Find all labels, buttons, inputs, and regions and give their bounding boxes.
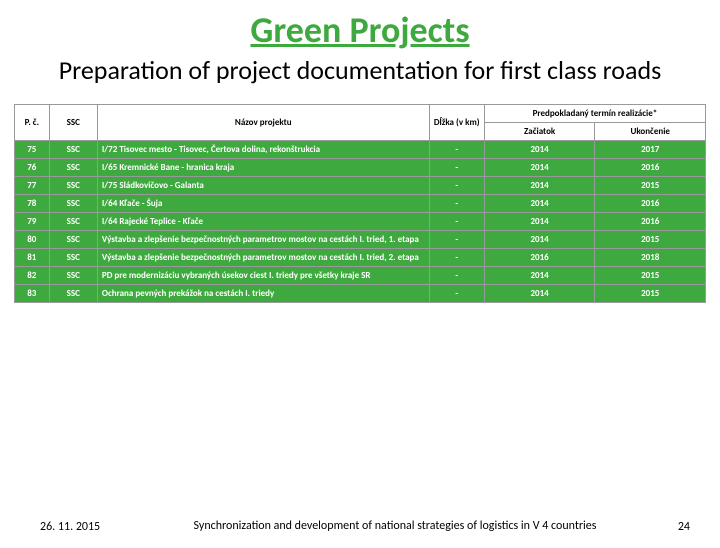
cell-uk: 2015 — [595, 266, 706, 284]
cell-pc: 79 — [15, 212, 50, 230]
projects-table-wrapper: P. č. SSC Názov projektu Dĺžka (v km) Pr… — [14, 104, 706, 303]
cell-dlzka: - — [429, 140, 484, 158]
cell-dlzka: - — [429, 266, 484, 284]
cell-zac: 2014 — [484, 212, 595, 230]
table-row: 77 SSC I/75 Sládkovičovo - Galanta - 201… — [15, 176, 706, 194]
footer-page-number: 24 — [630, 520, 690, 534]
cell-uk: 2018 — [595, 248, 706, 266]
cell-ssc: SSC — [49, 230, 97, 248]
cell-zac: 2014 — [484, 140, 595, 158]
cell-ssc: SSC — [49, 212, 97, 230]
projects-table: P. č. SSC Názov projektu Dĺžka (v km) Pr… — [14, 104, 706, 303]
cell-zac: 2014 — [484, 194, 595, 212]
cell-pc: 77 — [15, 176, 50, 194]
cell-uk: 2015 — [595, 284, 706, 302]
cell-nazov: Výstavba a zlepšenie bezpečnostných para… — [97, 248, 429, 266]
cell-zac: 2016 — [484, 248, 595, 266]
footer-caption: Synchronization and development of natio… — [160, 520, 630, 534]
cell-dlzka: - — [429, 194, 484, 212]
cell-uk: 2016 — [595, 158, 706, 176]
table-body: 75 SSC I/72 Tisovec mesto - Tisovec, Čer… — [15, 140, 706, 302]
table-row: 78 SSC I/64 Kľače - Šuja - 2014 2016 — [15, 194, 706, 212]
cell-ssc: SSC — [49, 248, 97, 266]
col-ukoncenie: Ukončenie — [595, 122, 706, 140]
cell-ssc: SSC — [49, 158, 97, 176]
cell-nazov: I/64 Kľače - Šuja — [97, 194, 429, 212]
table-row: 79 SSC I/64 Rajecké Teplice - Kľače - 20… — [15, 212, 706, 230]
cell-dlzka: - — [429, 212, 484, 230]
cell-pc: 82 — [15, 266, 50, 284]
cell-uk: 2015 — [595, 230, 706, 248]
cell-nazov: I/75 Sládkovičovo - Galanta — [97, 176, 429, 194]
cell-ssc: SSC — [49, 284, 97, 302]
cell-uk: 2016 — [595, 212, 706, 230]
cell-zac: 2014 — [484, 176, 595, 194]
cell-zac: 2014 — [484, 266, 595, 284]
cell-uk: 2017 — [595, 140, 706, 158]
cell-pc: 78 — [15, 194, 50, 212]
col-ssc: SSC — [49, 104, 97, 140]
cell-nazov: I/72 Tisovec mesto - Tisovec, Čertova do… — [97, 140, 429, 158]
cell-ssc: SSC — [49, 266, 97, 284]
table-row: 81 SSC Výstavba a zlepšenie bezpečnostný… — [15, 248, 706, 266]
col-pc: P. č. — [15, 104, 50, 140]
table-row: 76 SSC I/65 Kremnické Bane - hranica kra… — [15, 158, 706, 176]
cell-uk: 2016 — [595, 194, 706, 212]
table-row: 80 SSC Výstavba a zlepšenie bezpečnostný… — [15, 230, 706, 248]
cell-pc: 81 — [15, 248, 50, 266]
table-row: 75 SSC I/72 Tisovec mesto - Tisovec, Čer… — [15, 140, 706, 158]
cell-nazov: I/64 Rajecké Teplice - Kľače — [97, 212, 429, 230]
col-dlzka: Dĺžka (v km) — [429, 104, 484, 140]
footer-date: 26. 11. 2015 — [40, 520, 160, 534]
cell-pc: 76 — [15, 158, 50, 176]
cell-nazov: PD pre modernizáciu vybraných úsekov cie… — [97, 266, 429, 284]
cell-pc: 80 — [15, 230, 50, 248]
cell-dlzka: - — [429, 230, 484, 248]
cell-nazov: I/65 Kremnické Bane - hranica kraja — [97, 158, 429, 176]
table-header: P. č. SSC Názov projektu Dĺžka (v km) Pr… — [15, 104, 706, 140]
cell-zac: 2014 — [484, 158, 595, 176]
cell-dlzka: - — [429, 176, 484, 194]
table-row: 82 SSC PD pre modernizáciu vybraných úse… — [15, 266, 706, 284]
table-row: 83 SSC Ochrana pevných prekážok na cestá… — [15, 284, 706, 302]
slide-footer: 26. 11. 2015 Synchronization and develop… — [0, 520, 720, 534]
cell-ssc: SSC — [49, 176, 97, 194]
col-termin: Predpokladaný termín realizácie* — [484, 104, 705, 122]
page-title: Green Projects — [0, 8, 720, 52]
cell-nazov: Ochrana pevných prekážok na cestách I. t… — [97, 284, 429, 302]
cell-nazov: Výstavba a zlepšenie bezpečnostných para… — [97, 230, 429, 248]
col-nazov: Názov projektu — [97, 104, 429, 140]
cell-dlzka: - — [429, 248, 484, 266]
cell-ssc: SSC — [49, 194, 97, 212]
col-zaciatok: Začiatok — [484, 122, 595, 140]
cell-uk: 2015 — [595, 176, 706, 194]
cell-pc: 83 — [15, 284, 50, 302]
cell-zac: 2014 — [484, 284, 595, 302]
cell-zac: 2014 — [484, 230, 595, 248]
cell-ssc: SSC — [49, 140, 97, 158]
cell-dlzka: - — [429, 158, 484, 176]
cell-pc: 75 — [15, 140, 50, 158]
page-subtitle: Preparation of project documentation for… — [0, 56, 720, 86]
cell-dlzka: - — [429, 284, 484, 302]
